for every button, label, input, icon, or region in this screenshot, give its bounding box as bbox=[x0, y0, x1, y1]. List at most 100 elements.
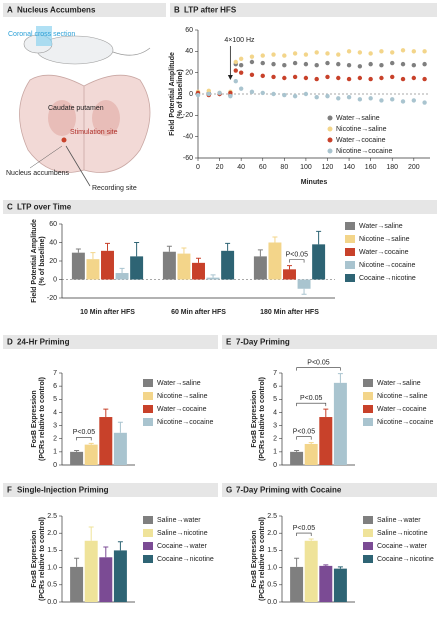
label: Coronal cross section bbox=[8, 31, 75, 38]
legend-swatch bbox=[345, 248, 355, 256]
bar bbox=[99, 417, 113, 465]
data-point bbox=[217, 90, 222, 96]
y-tick-label: 6 bbox=[53, 383, 57, 390]
x-tick-label: 100 bbox=[300, 164, 312, 171]
y-axis-label: (% of baseline) bbox=[39, 236, 46, 285]
legend-swatch bbox=[345, 222, 355, 230]
data-point bbox=[238, 62, 244, 68]
data-point bbox=[282, 75, 287, 81]
legend-label: Water→cocaine bbox=[157, 406, 207, 413]
data-point bbox=[390, 60, 395, 66]
bar bbox=[319, 565, 333, 602]
legend-label: Saline→water bbox=[377, 517, 421, 524]
y-axis-label: FosB Expression bbox=[31, 530, 38, 587]
y-tick-label: 20 bbox=[49, 258, 57, 265]
y-tick-label: 5 bbox=[53, 396, 57, 403]
annotation-arrowhead bbox=[227, 75, 233, 80]
bar bbox=[312, 244, 326, 280]
y-tick-label: 3 bbox=[53, 422, 57, 429]
y-tick-label: 1.0 bbox=[267, 564, 277, 571]
legend-swatch bbox=[143, 379, 153, 387]
data-point bbox=[357, 97, 363, 102]
bar bbox=[297, 279, 311, 289]
legend-swatch bbox=[345, 235, 355, 243]
y-tick-label: 7 bbox=[53, 370, 57, 377]
data-point bbox=[303, 91, 309, 97]
data-point bbox=[400, 76, 406, 82]
y-tick-label: 2.0 bbox=[47, 530, 57, 537]
legend-label: Water→saline bbox=[377, 380, 421, 387]
y-axis-label: (PCRs relative to control) bbox=[39, 377, 46, 461]
data-point bbox=[336, 75, 341, 81]
error-bar bbox=[323, 564, 329, 566]
y-tick-label: 0.5 bbox=[47, 582, 57, 589]
error-bar bbox=[337, 373, 343, 383]
y-axis-label: (PCRs relative to control) bbox=[259, 377, 266, 461]
data-point bbox=[238, 70, 244, 75]
data-point bbox=[282, 62, 287, 68]
error-bar bbox=[105, 242, 110, 251]
data-point bbox=[271, 52, 276, 57]
y-tick-label: 1 bbox=[273, 449, 277, 456]
legend-label: Water→saline bbox=[359, 223, 403, 230]
y-tick-label: 40 bbox=[49, 239, 57, 246]
x-tick-label: 180 bbox=[386, 164, 398, 171]
data-point bbox=[238, 86, 244, 91]
error-bar bbox=[181, 247, 187, 254]
data-point bbox=[400, 61, 406, 67]
data-point bbox=[368, 61, 373, 67]
panel-title: LTP after HFS bbox=[184, 6, 237, 15]
bar bbox=[192, 262, 205, 280]
bar bbox=[86, 259, 100, 280]
pointer bbox=[29, 145, 63, 169]
legend-label: Nicotine→saline bbox=[377, 393, 428, 400]
label: Recording site bbox=[92, 185, 137, 192]
y-tick-label: 60 bbox=[185, 27, 193, 34]
error-bar bbox=[88, 526, 94, 541]
legend-swatch bbox=[143, 555, 153, 563]
data-point bbox=[422, 61, 427, 67]
legend-swatch bbox=[363, 542, 373, 550]
data-point bbox=[422, 76, 427, 82]
y-tick-label: 7 bbox=[273, 370, 277, 377]
bar bbox=[206, 277, 220, 280]
y-axis-label: (PCRs relative to control) bbox=[259, 517, 266, 601]
legend-label: Saline→nicotine bbox=[157, 530, 208, 537]
data-point bbox=[228, 90, 233, 96]
y-axis-label: Field Potential Amplitude bbox=[169, 52, 176, 136]
bar bbox=[162, 251, 176, 280]
bar bbox=[70, 566, 84, 602]
bar bbox=[71, 252, 85, 280]
x-tick-label: 10 Min after HFS bbox=[80, 309, 135, 316]
error-bar bbox=[316, 230, 322, 245]
bar bbox=[113, 432, 127, 465]
data-point bbox=[195, 92, 201, 98]
x-tick-label: 80 bbox=[280, 164, 288, 171]
error-bar bbox=[210, 274, 216, 278]
legend-swatch bbox=[143, 392, 153, 400]
panel-letter: E bbox=[226, 338, 232, 347]
data-point bbox=[400, 99, 406, 104]
y-tick-label: 0.0 bbox=[47, 599, 57, 606]
legend-swatch bbox=[143, 516, 153, 524]
legend-label: Cocaine→water bbox=[157, 543, 207, 550]
error-bar bbox=[74, 450, 80, 452]
legend-swatch bbox=[363, 418, 373, 426]
y-tick-label: 6 bbox=[273, 383, 277, 390]
panel-header bbox=[222, 335, 437, 349]
bar bbox=[115, 273, 129, 280]
bar bbox=[283, 269, 296, 280]
significance-label: P<0.05 bbox=[293, 429, 315, 436]
data-point bbox=[206, 91, 211, 97]
significance-bracket bbox=[296, 436, 312, 440]
panel-header bbox=[3, 335, 218, 349]
error-bar bbox=[103, 408, 109, 418]
y-axis-label: FosB Expression bbox=[251, 530, 258, 587]
legend-label: Water→cocaine bbox=[336, 137, 386, 144]
data-point bbox=[249, 89, 255, 95]
data-point bbox=[325, 93, 330, 99]
bar bbox=[290, 566, 304, 602]
data-point bbox=[379, 62, 384, 68]
bar bbox=[221, 250, 235, 280]
